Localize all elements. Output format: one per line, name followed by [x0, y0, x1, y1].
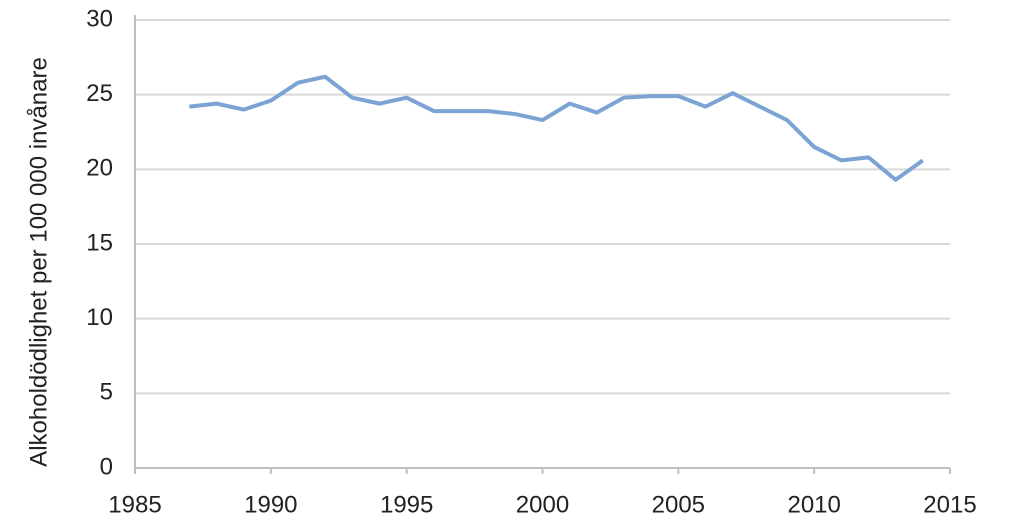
y-tick-label: 30	[86, 5, 113, 32]
x-tick-label: 2015	[923, 491, 976, 518]
y-tick-label: 5	[100, 379, 113, 406]
x-tick-label: 1995	[380, 491, 433, 518]
y-tick-label: 15	[86, 229, 113, 256]
x-tick-label: 1985	[108, 491, 161, 518]
x-tick-label: 2000	[516, 491, 569, 518]
data-line	[189, 74, 924, 182]
x-tick-label: 2010	[787, 491, 840, 518]
y-axis-label: Alkoholdödlighet per 100 000 invånare	[25, 57, 52, 467]
y-tick-label: 0	[100, 453, 113, 480]
x-tick-label: 2005	[652, 491, 705, 518]
y-tick-label: 20	[86, 155, 113, 182]
y-tick-label: 10	[86, 304, 113, 331]
y-tick-label: 25	[86, 80, 113, 107]
x-tick-label: 1990	[244, 491, 297, 518]
